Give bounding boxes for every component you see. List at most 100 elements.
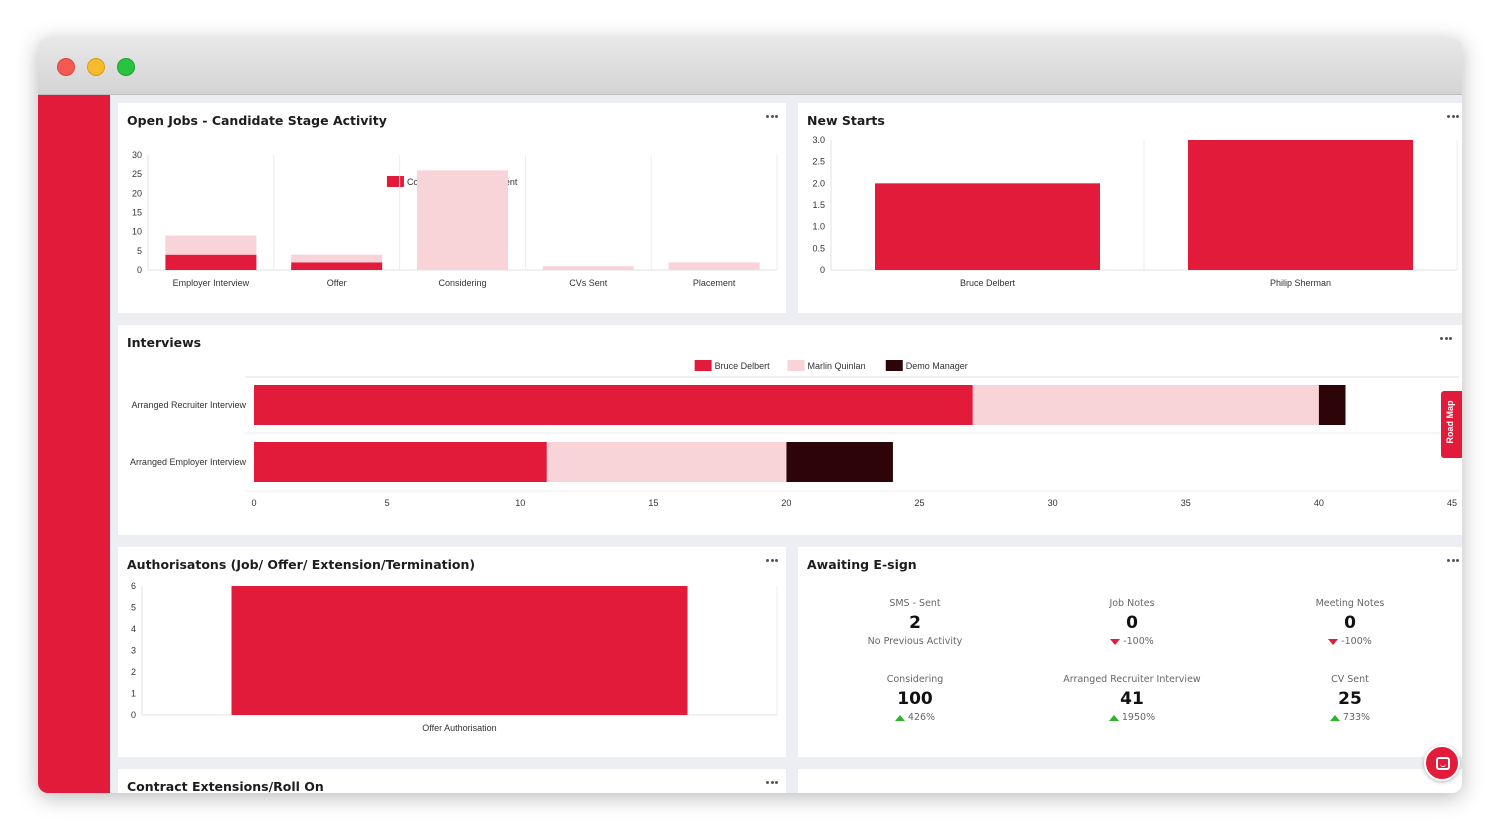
y-tick-label: 1 [131, 689, 136, 699]
stat-value: 0 [1344, 613, 1356, 633]
bar-arranged-recruiter-interview-marlin-quinlan [972, 385, 1319, 425]
y-tick-label: 20 [132, 188, 142, 198]
legend-swatch-contract [386, 176, 404, 187]
x-tick-label: 20 [781, 498, 791, 508]
legend-swatch-marlin-quinlan [787, 360, 805, 371]
x-tick-label: 15 [648, 498, 658, 508]
trend-down-icon [1328, 638, 1339, 645]
empty-panel [798, 769, 1462, 793]
bar-arranged-recruiter-interview-bruce-delbert [254, 385, 973, 425]
stat-change: 1950% [1121, 712, 1156, 723]
esign-title: Awaiting E-sign [807, 557, 917, 572]
x-tick-label: 45 [1447, 498, 1457, 508]
sidebar [38, 95, 110, 793]
x-tick-label: 5 [385, 498, 390, 508]
esign-more-icon[interactable] [1444, 554, 1462, 566]
authorisations-chart: 0 1 2 3 4 5 6 Offer Authorisation [131, 581, 778, 733]
close-window-button[interactable] [57, 58, 75, 76]
bar-considering-permanent [417, 170, 508, 270]
road-map-tab[interactable]: Road Map [1441, 391, 1462, 458]
authorisations-panel: Authorisatons (Job/ Offer/ Extension/Ter… [118, 547, 786, 757]
y-tick-label: 0 [131, 710, 136, 720]
contract-extensions-title: Contract Extensions/Roll On [127, 779, 324, 793]
y-tick-label: 1.0 [812, 222, 825, 232]
stat-arranged-recruiter-interview: Arranged Recruiter Interview 41 1950% [1032, 674, 1232, 723]
bar-placement-permanent [668, 262, 760, 270]
interviews-more-icon[interactable] [1437, 332, 1455, 344]
minimize-window-button[interactable] [87, 58, 105, 76]
stat-value: 25 [1338, 689, 1362, 709]
stat-value: 100 [897, 689, 933, 709]
interviews-panel: Interviews Bruce Delbert Marlin Quinlan De… [118, 325, 1462, 535]
bar-offer-contract [291, 262, 383, 270]
y-tick-label: 4 [131, 624, 136, 634]
bar-offer-authorisation [231, 586, 688, 715]
stat-label: SMS - Sent [889, 598, 941, 609]
x-tick-label: CVs Sent [569, 278, 608, 288]
title-bar [38, 38, 1462, 95]
road-map-label: Road Map [1445, 400, 1455, 444]
y-tick-label: 2 [131, 667, 136, 677]
open-jobs-title: Open Jobs - Candidate Stage Activity [127, 113, 387, 128]
trend-down-icon [1110, 638, 1121, 645]
maximize-window-button[interactable] [117, 58, 135, 76]
authorisations-title: Authorisatons (Job/ Offer/ Extension/Ter… [127, 557, 476, 572]
x-tick-label: 30 [1048, 498, 1058, 508]
bar-cvs-sent-permanent [542, 266, 634, 270]
contract-extensions-more-icon[interactable] [763, 776, 781, 788]
y-tick-label: 1.5 [812, 200, 825, 210]
new-starts-more-icon[interactable] [1444, 110, 1462, 122]
x-tick-label: Bruce Delbert [960, 278, 1016, 288]
y-tick-label: 3.0 [812, 135, 825, 145]
bar-employer-interview-contract [165, 254, 257, 270]
y-tick-label: 2.0 [812, 178, 825, 188]
y-tick-label: 15 [132, 208, 142, 218]
stat-value: 41 [1120, 689, 1144, 709]
bar-bruce-delbert [875, 183, 1100, 270]
y-tick-label: 2.5 [812, 157, 825, 167]
x-tick-label: 0 [251, 498, 256, 508]
interviews-title: Interviews [127, 335, 202, 350]
stat-change-row: -100% [1250, 636, 1450, 647]
new-starts-chart: 0 0.5 1.0 1.5 2.0 2.5 3.0 Bruce Delbert Philip S… [812, 135, 1458, 288]
stat-change-row: 1950% [1032, 712, 1232, 723]
y-tick-label: 5 [131, 603, 136, 613]
stat-label: Job Notes [1109, 598, 1155, 609]
stat-change-row: -100% [1032, 636, 1232, 647]
stat-label: CV Sent [1331, 674, 1369, 685]
legend-label-demo-manager: Demo Manager [906, 361, 968, 371]
stat-label: Considering [886, 674, 944, 685]
legend-label-bruce-delbert: Bruce Delbert [715, 361, 771, 371]
bar-employer-interview-permanent [165, 235, 257, 255]
x-tick-label: 35 [1181, 498, 1191, 508]
y-tick-label: 0 [820, 265, 825, 275]
stat-change: -100% [1341, 636, 1372, 647]
new-starts-title: New Starts [807, 113, 885, 128]
stat-label: Arranged Recruiter Interview [1063, 674, 1201, 685]
x-tick-label: Philip Sherman [1270, 278, 1331, 288]
stat-change-row: 733% [1250, 712, 1450, 723]
open-jobs-more-icon[interactable] [763, 110, 781, 122]
y-tick-label: 6 [131, 581, 136, 591]
y-tick-label: 0.5 [812, 243, 825, 253]
stat-value: 2 [909, 613, 921, 633]
authorisations-more-icon[interactable] [763, 554, 781, 566]
x-tick-label: 40 [1314, 498, 1324, 508]
bar-offer-permanent [291, 254, 383, 263]
x-tick-label: Placement [693, 278, 736, 288]
chat-button[interactable] [1424, 745, 1460, 781]
legend-label-marlin-quinlan: Marlin Quinlan [808, 361, 866, 371]
contract-extensions-panel: Contract Extensions/Roll On [118, 769, 786, 793]
open-jobs-panel: Open Jobs - Candidate Stage Activity Con… [118, 103, 786, 313]
stat-considering: Considering 100 426% [815, 674, 1015, 723]
trend-up-icon [1329, 714, 1340, 721]
legend-swatch-demo-manager [885, 360, 903, 371]
stat-change: 733% [1342, 712, 1371, 723]
y-tick-label: 3 [131, 646, 136, 656]
trend-up-icon [1108, 714, 1119, 721]
open-jobs-chart: ContractPermanent051015202530Employer In… [132, 150, 778, 288]
y-tick-label: 30 [132, 150, 142, 160]
new-starts-panel: New Starts 0 0.5 1.0 1.5 2.0 2.5 3.0 Bruce Delb… [798, 103, 1462, 313]
x-tick-label: 25 [915, 498, 925, 508]
y-tick-label: Arranged Employer Interview [130, 457, 247, 467]
